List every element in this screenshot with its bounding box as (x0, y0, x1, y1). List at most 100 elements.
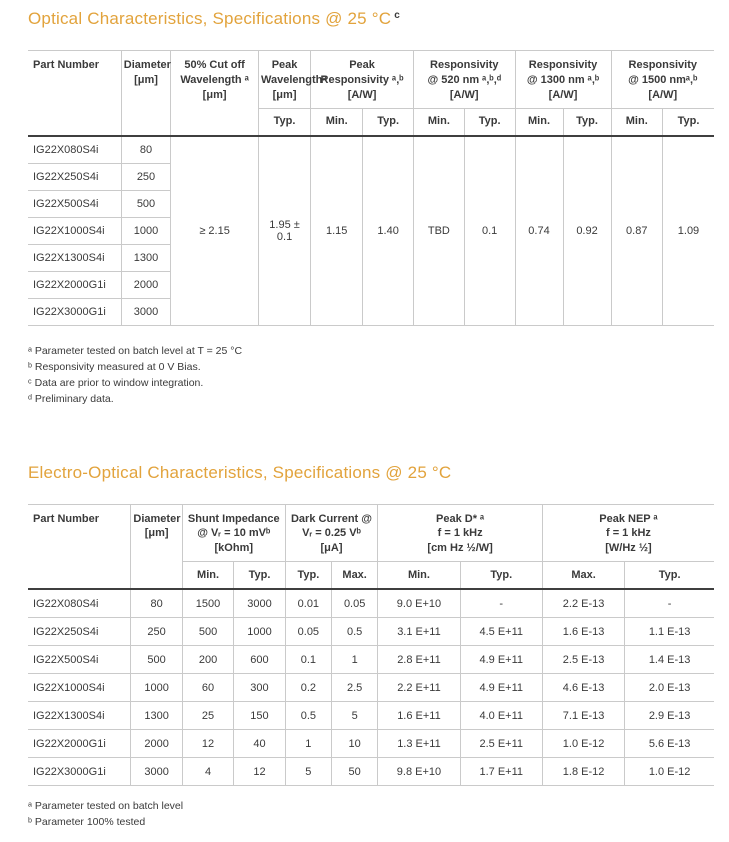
dark-max-cell: 0.5 (330, 617, 378, 647)
resp-520-min-shared-value: TBD (413, 135, 465, 326)
table-row: IG22X080S4i 80 ≥ 2.15 1.95 ± 0.1 1.15 1.… (28, 135, 714, 326)
subheader-cell: Typ. (284, 561, 332, 591)
dstar-typ-cell: 4.9 E+11 (459, 673, 543, 703)
nep-max-cell: 1.6 E-13 (541, 617, 625, 647)
header-dark-current: Dark Current @ Vᵣ = 0.25 Vᵇ [μA] (284, 504, 378, 563)
shunt-min-cell: 4 (181, 757, 234, 787)
header-responsivity-1500nm: Responsivity @ 1500 nmᵃ,ᵇ [A/W] (610, 50, 714, 109)
subheader-cell: Typ. (463, 108, 515, 137)
shunt-min-cell: 25 (181, 701, 234, 731)
diameter-cell: 2000 (120, 271, 171, 299)
nep-typ-cell: - (624, 589, 714, 619)
peak-resp-typ-shared-value: 1.40 (362, 135, 414, 326)
subheader-cell: Min. (377, 561, 461, 591)
electro-optical-section-title: Electro-Optical Characteristics, Specifi… (28, 463, 714, 483)
subheader-cell: Min. (310, 108, 363, 137)
shunt-typ-cell: 40 (233, 729, 286, 759)
header-responsivity-520nm: Responsivity @ 520 nm ᵃ,ᵇ,ᵈ [A/W] (413, 50, 515, 109)
table-row: IG22X1300S4i 1300 25 150 0.5 5 1.6 E+11 … (28, 701, 714, 731)
header-peak-responsivity: Peak Responsivity ᵃ,ᵇ [A/W] (310, 50, 414, 109)
subheader-cell: Min. (610, 108, 663, 137)
shunt-typ-cell: 600 (233, 645, 286, 675)
dark-max-cell: 1 (330, 645, 378, 675)
dark-typ-cell: 0.1 (284, 645, 332, 675)
part-number-cell: IG22X250S4i (28, 617, 131, 647)
optical-section-title: Optical Characteristics, Specifications … (28, 9, 714, 29)
subheader-cell: Min. (181, 561, 234, 591)
diameter-cell: 1000 (130, 673, 183, 703)
dstar-min-cell: 1.6 E+11 (377, 701, 461, 731)
optical-title-text: Optical Characteristics, Specifications … (28, 9, 392, 28)
subheader-cell: Typ. (624, 561, 714, 591)
diameter-cell: 80 (130, 589, 183, 619)
part-number-cell: IG22X1300S4i (28, 244, 122, 272)
dark-typ-cell: 0.5 (284, 701, 332, 731)
shunt-min-cell: 1500 (181, 589, 234, 619)
dstar-min-cell: 3.1 E+11 (377, 617, 461, 647)
footnote: ᵃ Parameter tested on batch level (28, 800, 184, 813)
shunt-typ-cell: 3000 (233, 589, 286, 619)
nep-max-cell: 1.0 E-12 (541, 729, 625, 759)
dark-max-cell: 10 (330, 729, 378, 759)
table-row: IG22X1000S4i 1000 (28, 217, 714, 245)
diameter-cell: 1300 (120, 244, 171, 272)
dstar-min-cell: 1.3 E+11 (377, 729, 461, 759)
nep-max-cell: 2.2 E-13 (541, 589, 625, 619)
nep-typ-cell: 1.1 E-13 (624, 617, 714, 647)
subheader-cell: Max. (330, 561, 378, 591)
peak-wavelength-shared-value: 1.95 ± 0.1 (257, 135, 311, 326)
nep-max-cell: 7.1 E-13 (541, 701, 625, 731)
diameter-cell: 3000 (120, 298, 171, 326)
cutoff-shared-value: ≥ 2.15 (170, 135, 259, 326)
dstar-typ-cell: - (459, 589, 543, 619)
electro-optical-characteristics-table: Part Number Diameter [μm] Shunt Impedanc… (28, 503, 714, 787)
footnote: ᵃ Parameter tested on batch level at T =… (28, 344, 243, 357)
footnote: ᵇ Parameter 100% tested (28, 816, 146, 829)
table-row: IG22X500S4i 500 200 600 0.1 1 2.8 E+11 4… (28, 645, 714, 675)
dark-max-cell: 5 (330, 701, 378, 731)
nep-typ-cell: 1.4 E-13 (624, 645, 714, 675)
table-row: IG22X080S4i 80 1500 3000 0.01 0.05 9.0 E… (28, 589, 714, 619)
part-number-cell: IG22X080S4i (28, 589, 131, 619)
dstar-min-cell: 9.0 E+10 (377, 589, 461, 619)
part-number-cell: IG22X1000S4i (28, 217, 122, 245)
dark-typ-cell: 0.2 (284, 673, 332, 703)
nep-max-cell: 4.6 E-13 (541, 673, 625, 703)
diameter-cell: 1300 (130, 701, 183, 731)
table-row: IG22X1300S4i 1300 (28, 244, 714, 272)
electro-header-row: Part Number Diameter [μm] Shunt Impedanc… (28, 504, 714, 591)
shunt-min-cell: 500 (181, 617, 234, 647)
dark-typ-cell: 5 (284, 757, 332, 787)
electro-footnotes: ᵃ Parameter tested on batch level ᵇ Para… (28, 798, 714, 830)
part-number-cell: IG22X500S4i (28, 190, 122, 218)
table-row: IG22X250S4i 250 (28, 163, 714, 191)
resp-520-typ-shared-value: 0.1 (463, 135, 515, 326)
dstar-typ-cell: 4.9 E+11 (459, 645, 543, 675)
electro-subheader-row: Min. Typ. Typ. Max. Min. Typ. Max. Typ. (28, 561, 714, 591)
dstar-typ-cell: 1.7 E+11 (459, 757, 543, 787)
table-row: IG22X2000G1i 2000 12 40 1 10 1.3 E+11 2.… (28, 729, 714, 759)
optical-title-footnote-marker: c (394, 10, 400, 21)
part-number-cell: IG22X3000G1i (28, 757, 131, 787)
header-shunt-impedance: Shunt Impedance @ Vᵣ = 10 mVᵇ [kOhm] (181, 504, 286, 563)
header-peak-wavelength: Peak Wavelengthᵃ [μm] (257, 50, 326, 109)
footnote: ᵈ Preliminary data. (28, 392, 114, 405)
dark-typ-cell: 0.01 (284, 589, 332, 619)
resp-1500-typ-shared-value: 1.09 (661, 135, 714, 326)
shunt-min-cell: 12 (181, 729, 234, 759)
dark-typ-cell: 0.05 (284, 617, 332, 647)
nep-max-cell: 1.8 E-12 (541, 757, 625, 787)
peak-resp-min-shared-value: 1.15 (310, 135, 363, 326)
shunt-typ-cell: 150 (233, 701, 286, 731)
shunt-typ-cell: 300 (233, 673, 286, 703)
part-number-cell: IG22X1000S4i (28, 673, 131, 703)
nep-typ-cell: 5.6 E-13 (624, 729, 714, 759)
optical-footnotes: ᵃ Parameter tested on batch level at T =… (28, 343, 714, 407)
subheader-cell: Min. (413, 108, 465, 137)
table-row: IG22X500S4i 500 (28, 190, 714, 218)
subheader-cell: Typ. (362, 108, 414, 137)
nep-max-cell: 2.5 E-13 (541, 645, 625, 675)
table-row: IG22X3000G1i 3000 4 12 5 50 9.8 E+10 1.7… (28, 757, 714, 787)
subheader-cell: Typ. (661, 108, 714, 137)
dstar-typ-cell: 4.0 E+11 (459, 701, 543, 731)
